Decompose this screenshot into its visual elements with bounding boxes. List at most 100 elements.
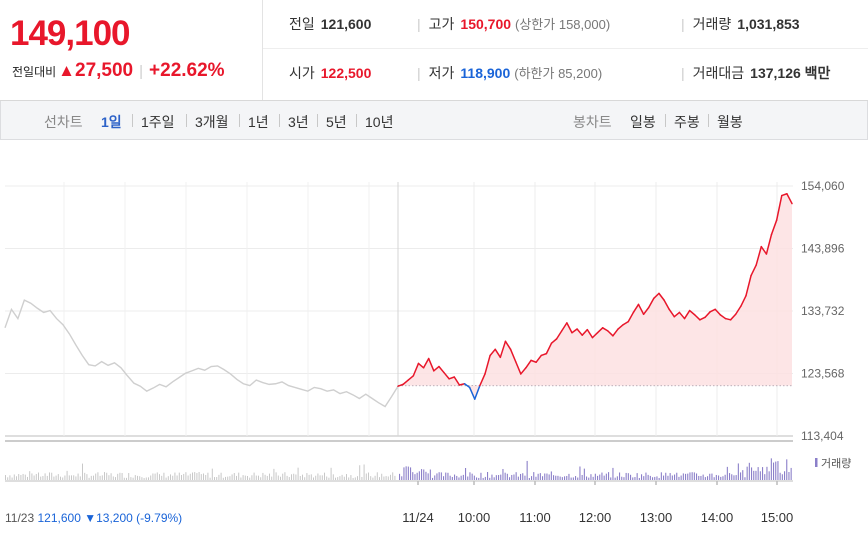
volume-bar (16, 476, 17, 480)
volume-bar (768, 471, 770, 480)
volume-bar (211, 468, 213, 480)
volume-bar (597, 475, 599, 480)
volume-bar (308, 474, 310, 480)
volume-bar (139, 476, 141, 480)
divider (186, 114, 187, 127)
volume-bar (233, 473, 235, 480)
period-10y[interactable]: 10년 (365, 114, 394, 130)
volume-bar (535, 476, 537, 480)
volume-bar (341, 474, 343, 480)
volume-bar (537, 473, 539, 480)
volume-bar (438, 472, 440, 480)
today-line-segment (688, 309, 696, 316)
volume-bar (546, 473, 548, 480)
volume-bar (544, 473, 546, 480)
prev-day-change-pct: (-9.79%) (136, 511, 182, 525)
volume-bar (711, 473, 713, 480)
volume-bar (167, 476, 169, 480)
volume-bar (258, 475, 259, 480)
price-chart: 154,060 143,896 133,732 123,568 113,404 11/24… (4, 179, 851, 525)
volume-bar (46, 475, 48, 480)
volume-bar (282, 473, 284, 480)
y-tick-label: 143,896 (801, 242, 845, 256)
candle-weekly[interactable]: 주봉 (674, 114, 700, 130)
volume-bar (22, 473, 24, 480)
volume-bar (77, 473, 79, 480)
volume-bar (53, 476, 55, 480)
volume-value: 1,031,853 (737, 16, 800, 32)
period-5y[interactable]: 5년 (326, 114, 347, 130)
today-line-segment (474, 384, 481, 400)
volume-bar (423, 469, 425, 480)
period-3m[interactable]: 3개월 (195, 114, 229, 130)
today-line-segment (571, 328, 578, 334)
period-1y[interactable]: 1년 (248, 114, 269, 130)
volume-bar (693, 472, 695, 480)
change-line: 전일대비 ▲27,500 | +22.62% (12, 60, 225, 82)
volume-bar (231, 474, 233, 480)
volume-bar (383, 476, 385, 480)
volume-bar (414, 474, 416, 480)
volume-bar (106, 472, 108, 480)
volume-bar (638, 477, 640, 480)
volume-bar (40, 476, 42, 480)
volume-bar (588, 477, 590, 480)
volume-bar (779, 472, 781, 480)
volume-legend-label: 거래량 (821, 457, 851, 470)
volume-bar (7, 477, 9, 480)
volume-bar (132, 477, 134, 480)
volume-bar (225, 476, 226, 480)
prev-day-date: 11/23 (5, 511, 37, 525)
divider (665, 114, 666, 127)
volume-bar (174, 472, 176, 480)
period-1d[interactable]: 1일 (101, 114, 122, 130)
volume-bar (619, 472, 621, 480)
period-1w[interactable]: 1주일 (141, 114, 175, 130)
volume-bar (722, 476, 724, 480)
volume-bar (777, 461, 779, 480)
volume-bar (9, 475, 11, 480)
today-line-segment (729, 313, 737, 321)
volume-bar (678, 476, 680, 480)
today-line-segment (530, 359, 537, 363)
volume-bar (610, 477, 612, 480)
period-3y[interactable]: 3년 (288, 114, 309, 130)
candle-daily[interactable]: 일봉 (630, 114, 656, 130)
volume-bar (517, 476, 519, 480)
today-line-segment (607, 330, 614, 337)
volume-bar (410, 467, 412, 480)
volume-bar (676, 472, 678, 480)
volume-bar (498, 475, 500, 480)
volume-bar (436, 473, 438, 480)
volume-bar (238, 472, 240, 480)
volume-bar (31, 473, 33, 480)
volume-bar (361, 476, 363, 480)
volume-bar (449, 475, 451, 480)
volume-bar (205, 474, 207, 480)
today-line-segment (458, 383, 466, 386)
volume-bar (764, 474, 766, 480)
volume-bar (332, 474, 334, 480)
volume-bar (445, 472, 447, 480)
volume-bar (214, 477, 215, 480)
volume-bar (643, 476, 645, 480)
volume-bar (302, 474, 303, 480)
today-line-segment (489, 348, 496, 357)
volume-bar (152, 473, 154, 480)
lower-limit: (하한가 85,200) (514, 66, 603, 81)
volume-bar (178, 472, 180, 480)
volume-bars (5, 458, 792, 480)
divider (317, 114, 318, 127)
volume-bar (550, 471, 552, 480)
volume-bar (656, 476, 658, 480)
today-line-segment (663, 299, 670, 311)
open-label: 시가 (289, 65, 315, 81)
today-line-segment (750, 264, 757, 277)
divider (356, 114, 357, 127)
volume-bar (101, 475, 103, 480)
candle-monthly[interactable]: 월봉 (717, 114, 743, 130)
today-line-segment (479, 373, 486, 387)
volume-bar (698, 475, 700, 480)
chart-labels: 154,060 143,896 133,732 123,568 113,404 11/24… (5, 179, 851, 525)
volume-bar (163, 472, 165, 480)
